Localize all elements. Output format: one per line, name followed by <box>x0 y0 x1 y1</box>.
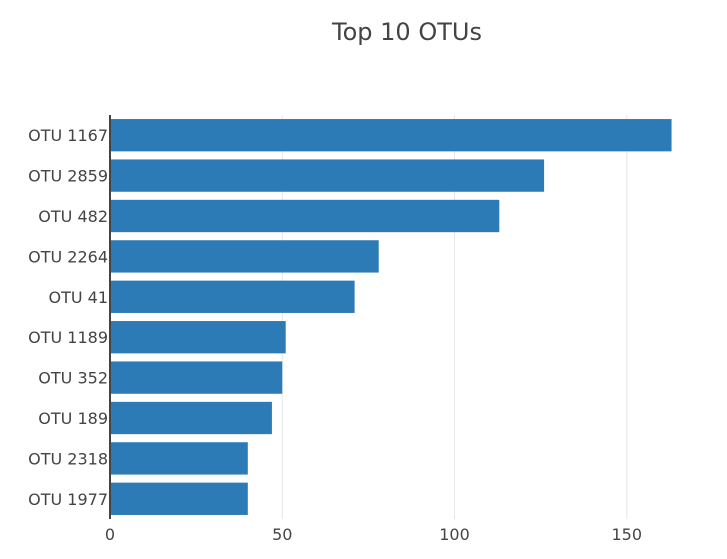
bar <box>110 280 355 313</box>
bar <box>110 442 248 475</box>
x-tick-label: 0 <box>105 525 115 544</box>
bar <box>110 321 286 354</box>
bar <box>110 401 272 435</box>
y-tick-label: OTU 352 <box>38 369 108 388</box>
y-tick-label: OTU 41 <box>48 288 108 307</box>
y-tick-label: OTU 2318 <box>28 449 108 468</box>
bar <box>110 482 248 515</box>
y-tick-label: OTU 2264 <box>28 247 108 266</box>
bar <box>110 159 545 192</box>
y-tick-label: OTU 482 <box>38 207 108 226</box>
y-tick-label: OTU 2859 <box>28 167 108 186</box>
y-tick-label: OTU 1167 <box>28 126 108 145</box>
y-tick-label: OTU 1189 <box>28 328 108 347</box>
bar <box>110 199 500 233</box>
y-tick-label: OTU 1977 <box>28 490 108 509</box>
bar <box>110 240 379 273</box>
y-tick-label: OTU 189 <box>38 409 108 428</box>
bars <box>110 119 672 515</box>
bar <box>110 119 672 152</box>
chart-title: Top 10 OTUs <box>331 18 482 46</box>
x-tick-label: 100 <box>439 525 470 544</box>
axes: 0 50 100 150 OTU 1167 OTU 2859 OTU 482 OTU 2264… <box>28 115 642 544</box>
x-tick-label: 50 <box>272 525 292 544</box>
x-tick-label: 150 <box>611 525 642 544</box>
bar <box>110 361 283 394</box>
